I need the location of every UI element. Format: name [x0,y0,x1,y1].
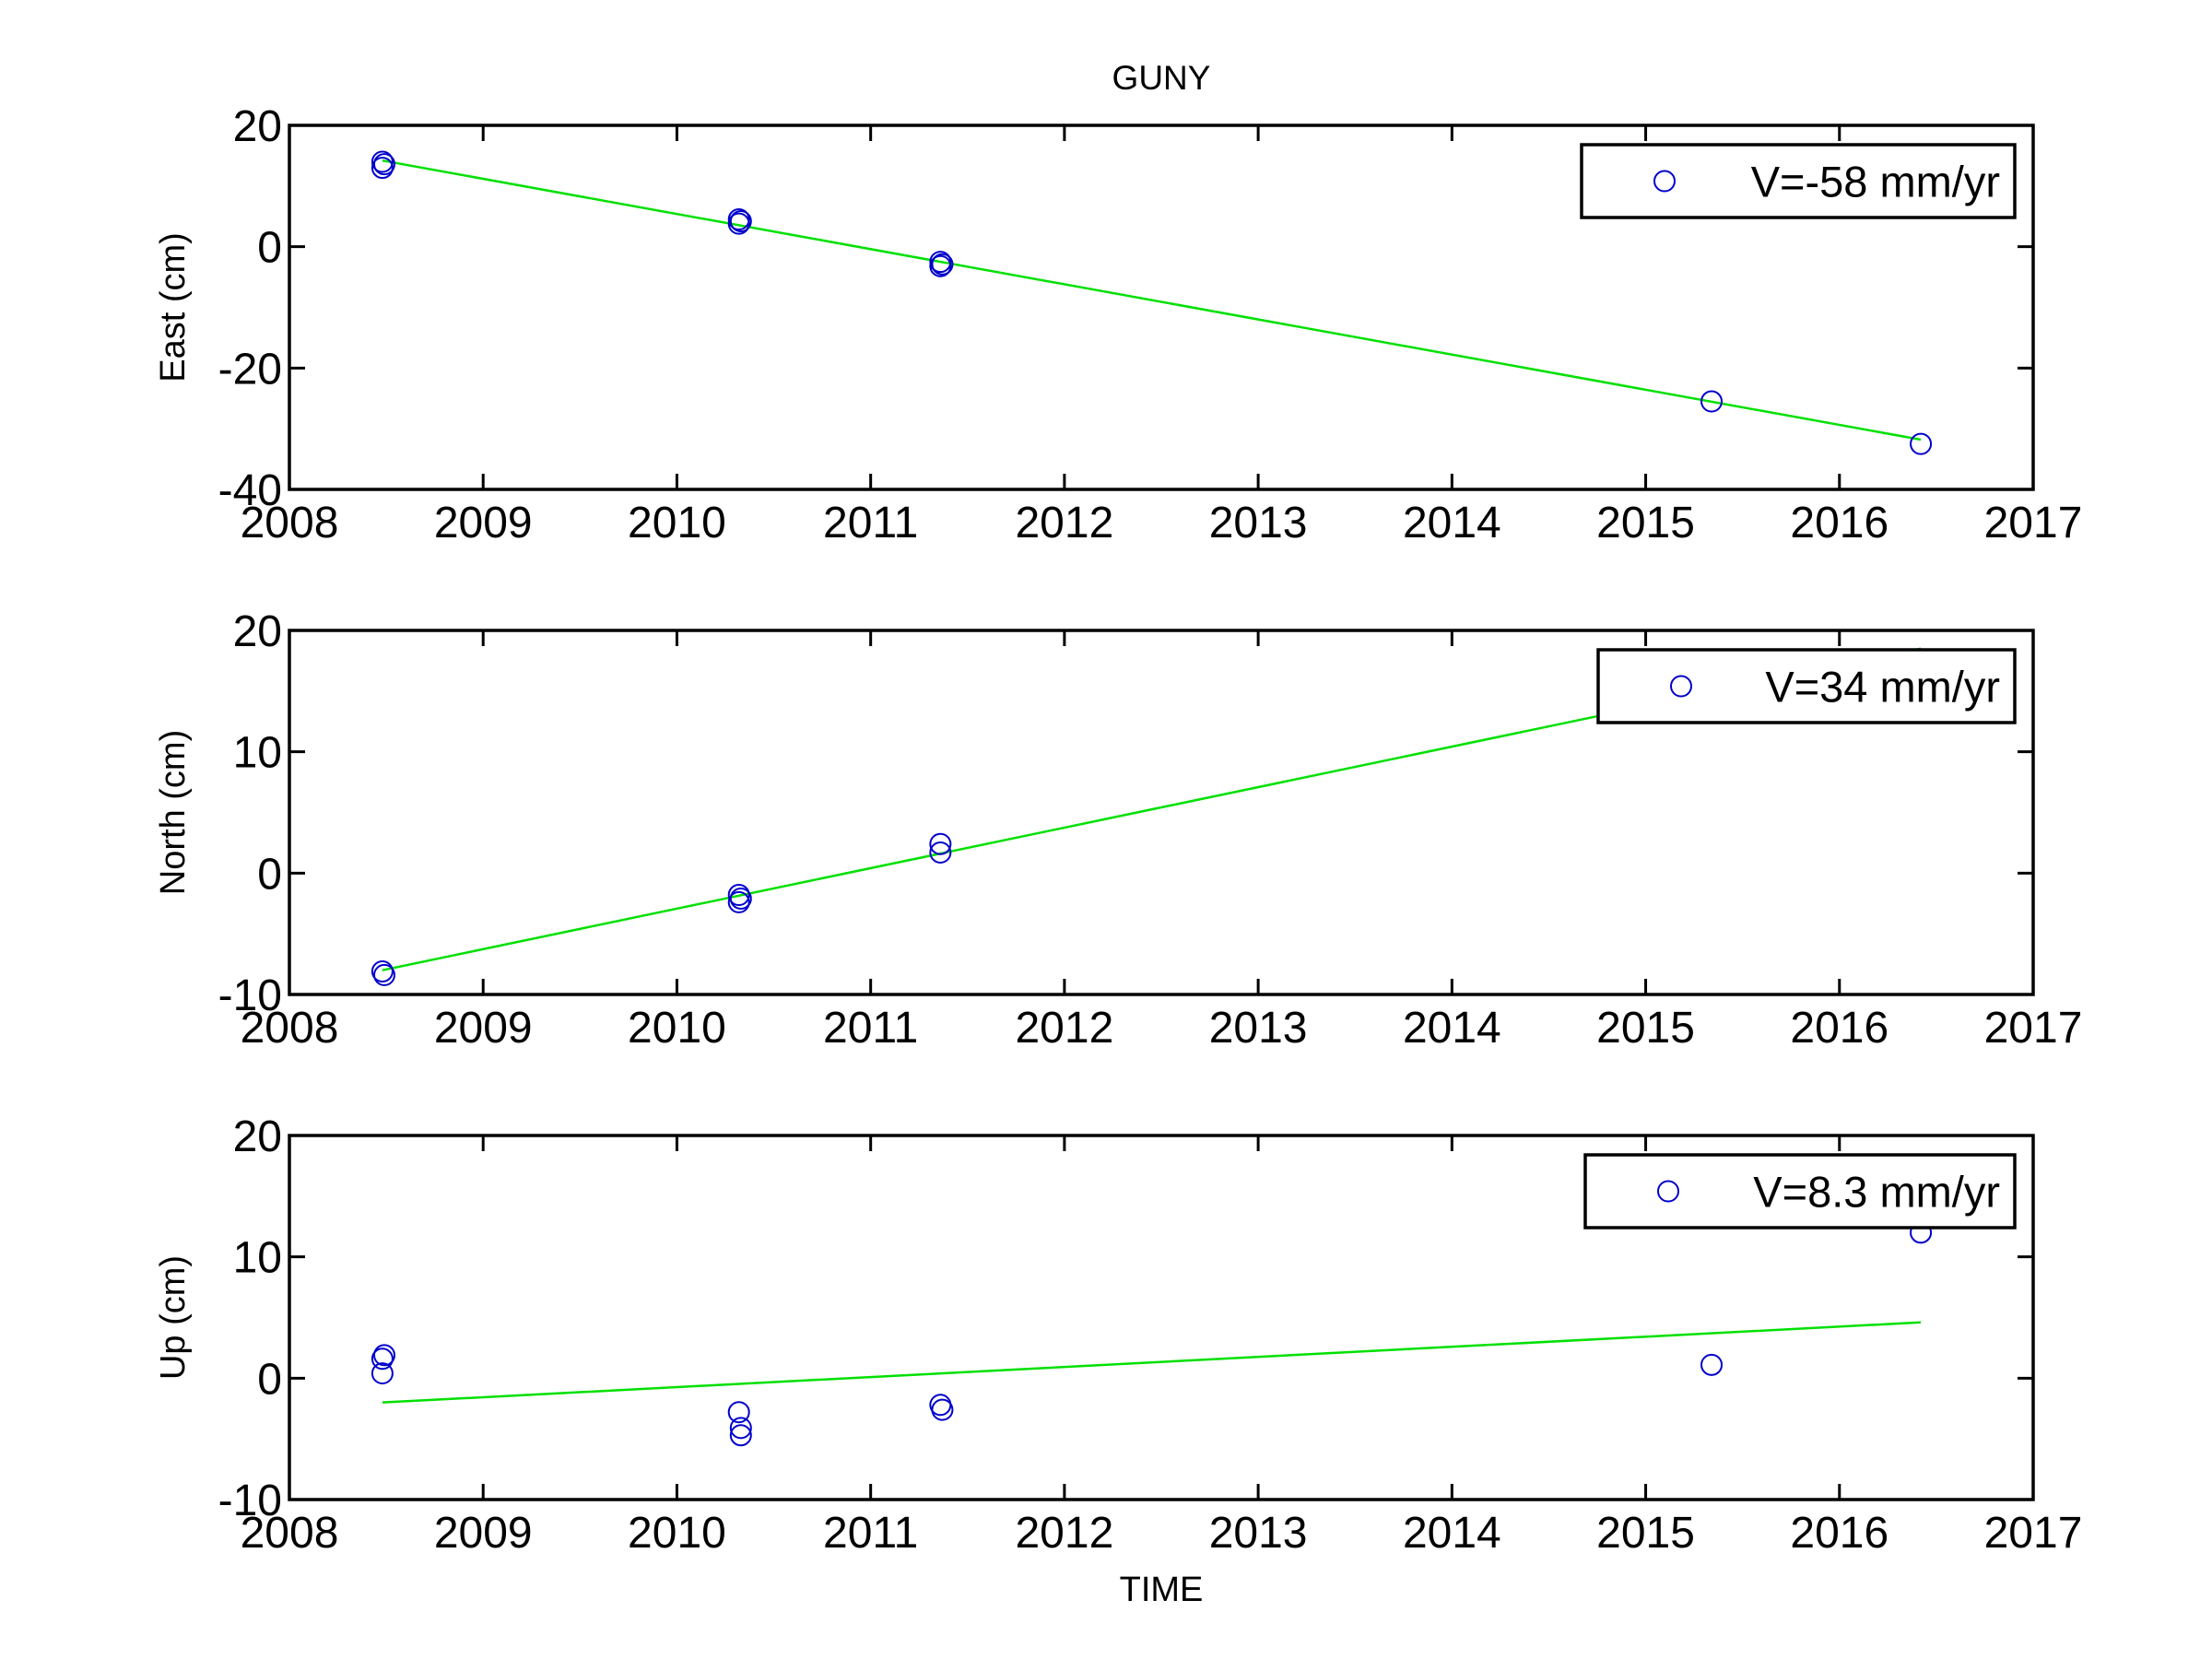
data-point [729,210,752,233]
plot-area [371,150,1933,455]
legend: V=-58 mm/yr [1580,143,2017,219]
x-tick-label: 2012 [1015,1004,1113,1053]
y-tick-label: 20 [233,607,282,656]
data-point [371,150,394,173]
axes-box [288,1134,2035,1501]
legend: V=8.3 mm/yr [1583,1153,2017,1230]
x-tick-label: 2009 [434,1004,533,1053]
x-tick-label: 2013 [1209,1509,1308,1558]
data-point [729,1424,752,1447]
axes-box [288,124,2035,491]
x-tick-label: 2009 [434,1509,533,1558]
x-tick-label: 2016 [1790,1509,1888,1558]
y-axis-label: North (cm) [154,730,193,895]
data-point [727,890,750,913]
y-tick-label: 10 [233,1234,282,1283]
fit-line [382,1321,1922,1404]
x-tick-label: 2009 [434,499,533,547]
data-point [727,1401,750,1424]
x-tick-label: 2010 [628,499,726,547]
data-point [371,1362,394,1385]
legend-marker [1653,170,1676,193]
x-tick-label: 2010 [628,1509,726,1558]
y-tick-label: 20 [233,1112,282,1161]
y-tick-label: 20 [233,102,282,151]
data-point [373,1344,396,1367]
subplot-1: 2008 2009 2010 2011 2012 2013 2014 2015 2016 2017… [154,102,2082,547]
data-point [1700,390,1724,413]
x-tick-label: 2011 [823,499,918,547]
data-point [1910,432,1933,455]
x-tick-label: 2016 [1790,499,1888,547]
x-tick-label: 2015 [1596,1509,1695,1558]
y-tick-label: -10 [218,1477,282,1525]
x-tick-label: 2015 [1596,1004,1695,1053]
x-tick-label: 2017 [1984,499,2083,547]
x-tick-label: 2014 [1403,1509,1501,1558]
legend: V=34 mm/yr [1596,648,2017,724]
x-tick-label: 2016 [1790,1004,1888,1053]
y-axis-label: Up (cm) [154,1255,193,1380]
figure-title: GUNY [1112,59,1211,97]
data-point [929,832,952,855]
data-point [371,1347,394,1371]
x-tick-label: 2012 [1015,1509,1113,1558]
x-tick-label: 2008 [241,499,339,547]
x-tick-label: 2017 [1984,1509,2083,1558]
fit-line [382,159,1922,441]
x-tick-label: 2015 [1596,499,1695,547]
x-tick-label: 2008 [241,1509,339,1558]
subplot-3: 2008 2009 2010 2011 2012 2013 2014 2015 2016 2017… [154,1112,2082,1558]
x-tick-label: 2014 [1403,499,1501,547]
x-tick-label: 2013 [1209,1004,1308,1053]
x-tick-label: 2010 [628,1004,726,1053]
legend-box [1583,1153,2017,1230]
y-tick-label: 0 [257,224,282,273]
y-tick-label: -20 [218,345,282,394]
data-point [931,253,954,276]
subplots: 2008 2009 2010 2011 2012 2013 2014 2015 2016 2017… [154,102,2082,1558]
data-point [373,153,396,176]
data-point [727,212,750,235]
plot-area [371,1221,1933,1447]
x-tick-label: 2017 [1984,1004,2083,1053]
y-tick-label: 0 [257,850,282,899]
legend-marker [1670,675,1692,698]
data-point [929,254,952,277]
data-point [931,1398,954,1421]
axes-box [288,629,2035,996]
data-point [371,157,394,180]
legend-label: V=8.3 mm/yr [1753,1168,2000,1217]
data-point [929,841,952,864]
data-point [727,884,750,907]
x-tick-label: 2011 [823,1509,918,1558]
y-axis-label: East (cm) [154,232,193,382]
y-tick-label: 10 [233,729,282,778]
x-tick-label: 2014 [1403,1004,1501,1053]
data-point [729,1417,752,1440]
data-point [373,963,396,986]
data-point [371,959,394,982]
data-point [729,887,752,910]
x-axis-label: TIME [1120,1571,1204,1609]
subplot-2: 2008 2009 2010 2011 2012 2013 2014 2015 2016 2017… [154,607,2082,1053]
x-tick-label: 2011 [823,1004,918,1053]
legend-label: V=34 mm/yr [1765,663,2000,712]
y-tick-label: -10 [218,971,282,1020]
y-tick-label: -40 [218,466,282,515]
legend-box [1596,648,2017,724]
x-tick-label: 2013 [1209,499,1308,547]
x-tick-label: 2012 [1015,499,1113,547]
x-tick-label: 2008 [241,1004,339,1053]
legend-label: V=-58 mm/yr [1751,158,2000,206]
legend-marker [1657,1180,1679,1203]
y-tick-label: 0 [257,1355,282,1404]
data-point [1700,1353,1724,1376]
